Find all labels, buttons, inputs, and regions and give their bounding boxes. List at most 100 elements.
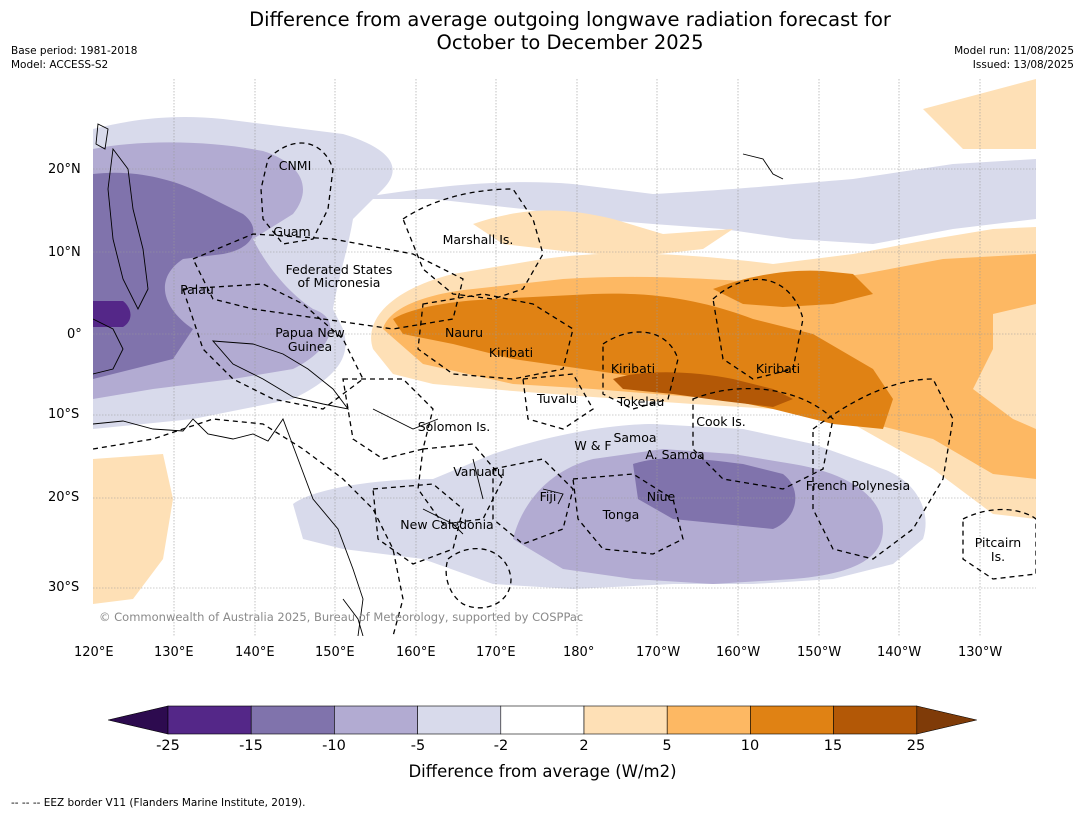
- label-kiribati-1: Kiribati: [489, 345, 533, 360]
- label-cnmi: CNMI: [279, 158, 312, 173]
- label-fsm-2: of Micronesia: [298, 275, 381, 290]
- x-tick-160w: 160°W: [716, 645, 761, 660]
- cb-tick-neg10: -10: [322, 738, 346, 754]
- colorbar-segment: [417, 705, 502, 735]
- x-tick-170w: 170°W: [636, 645, 681, 660]
- eez-french-polynesia: [812, 378, 954, 560]
- anomaly-neg15-west: [93, 172, 254, 379]
- label-tonga: Tonga: [602, 507, 640, 522]
- label-tokelau: Tokelau: [617, 394, 665, 409]
- colorbar-segment: [167, 705, 252, 735]
- anomaly-neg25-west: [93, 301, 131, 327]
- x-tick-180: 180°: [563, 645, 595, 660]
- colorbar-label: Difference from average (W/m2): [408, 762, 677, 781]
- y-tick-20s: 20°S: [48, 490, 80, 505]
- x-tick-130w: 130°W: [958, 645, 1003, 660]
- colorbar-arrow-low: [108, 705, 169, 735]
- coast-borneo: [93, 318, 124, 375]
- eez-borders: [93, 142, 1036, 636]
- y-tick-10n: 10°N: [48, 245, 81, 260]
- label-kiribati-2: Kiribati: [611, 361, 655, 376]
- colorbar-segment: [583, 705, 668, 735]
- copyright: © Commonwealth of Australia 2025, Bureau…: [99, 610, 583, 624]
- cb-tick-25: 25: [906, 738, 926, 754]
- y-tick-0: 0°: [67, 327, 82, 342]
- label-palau: Palau: [180, 282, 214, 297]
- label-wf: W & F: [574, 438, 611, 453]
- x-tick-160e: 160°E: [396, 645, 436, 660]
- eez-png: [182, 283, 364, 410]
- label-vanuatu: Vanuatu: [453, 464, 505, 479]
- eez-norfolk: [445, 548, 512, 609]
- coast-hawaii: [742, 153, 784, 180]
- eez-fiji: [492, 458, 574, 545]
- meta-left: Base period: 1981-2018 Model: ACCESS-S2: [11, 44, 137, 72]
- graticule: [93, 79, 1036, 636]
- coast-australia: [93, 418, 364, 636]
- label-niue: Niue: [647, 489, 676, 504]
- cb-tick-5: 5: [662, 738, 672, 754]
- colorbar-segment: [750, 705, 834, 735]
- footer-note: -- -- -- EEZ border V11 (Flanders Marine…: [11, 797, 306, 809]
- colorbar: [108, 705, 977, 735]
- eez-australia: [93, 418, 404, 636]
- x-tick-150w: 150°W: [797, 645, 842, 660]
- colorbar-arrow-high: [916, 705, 977, 735]
- region-labels: CNMI Guam Marshall Is. Federated States …: [180, 158, 1021, 564]
- anomaly-pos2-sw-australia: [93, 454, 173, 604]
- anomaly-neg5-north: [353, 159, 1036, 244]
- x-tick-130e: 130°E: [154, 645, 194, 660]
- coast-new-zealand-north: [342, 598, 364, 636]
- meta-right: Model run: 11/08/2025 Issued: 13/08/2025: [954, 44, 1074, 72]
- anomaly-neg15-south: [633, 458, 796, 529]
- cb-tick-2: 2: [579, 738, 589, 754]
- y-tick-20n: 20°N: [48, 162, 81, 177]
- cb-tick-15: 15: [823, 738, 843, 754]
- eez-tuvalu: [522, 373, 594, 430]
- y-tick-30s: 30°S: [48, 580, 80, 595]
- label-samoa: Samoa: [613, 430, 656, 445]
- x-tick-170e: 170°E: [476, 645, 516, 660]
- eez-tonga-niue: [572, 473, 684, 555]
- eez-kiribati-line: [712, 278, 804, 380]
- colorbar-segment: [833, 705, 918, 735]
- label-new-caledonia: New Caledonia: [400, 517, 493, 532]
- label-kiribati-3: Kiribati: [756, 361, 800, 376]
- eez-kiribati-phoenix: [602, 331, 679, 410]
- label-png-2: Guinea: [288, 339, 332, 354]
- coastlines: [93, 123, 784, 636]
- title-line-1: Difference from average outgoing longwav…: [249, 8, 891, 31]
- map: CNMI Guam Marshall Is. Federated States …: [93, 79, 1036, 636]
- cb-tick-neg25: -25: [156, 738, 180, 754]
- eez-cook: [692, 388, 834, 490]
- anomaly-pos2-top: [923, 79, 1036, 149]
- eez-cnmi-guam: [260, 142, 334, 245]
- colorbar-segment: [500, 705, 585, 735]
- anomaly-pos2-north: [473, 210, 733, 257]
- label-solomon: Solomon Is.: [418, 419, 491, 434]
- label-guam: Guam: [273, 224, 310, 239]
- issued-date: Issued: 13/08/2025: [972, 59, 1074, 71]
- coast-new-caledonia: [422, 508, 464, 535]
- x-tick-120e: 120°E: [74, 645, 114, 660]
- label-fiji: Fiji: [540, 489, 557, 504]
- coast-solomon: [372, 408, 439, 430]
- cb-tick-10: 10: [740, 738, 760, 754]
- label-marshall: Marshall Is.: [443, 232, 514, 247]
- colorbar-segment: [334, 705, 418, 735]
- colorbar-segment: [666, 705, 751, 735]
- chart-title: Difference from average outgoing longwav…: [0, 8, 1085, 54]
- cb-tick-neg2: -2: [493, 738, 509, 754]
- x-tick-150e: 150°E: [315, 645, 355, 660]
- coast-fiji: [542, 488, 564, 505]
- eez-new-caledonia: [372, 483, 464, 565]
- label-png-1: Papua New: [275, 325, 344, 340]
- label-nauru: Nauru: [445, 325, 483, 340]
- title-line-2: October to December 2025: [436, 31, 704, 54]
- anomaly-pos15-core: [613, 372, 793, 407]
- label-pitcairn-2: Is.: [991, 549, 1005, 564]
- label-asamoa: A. Samoa: [645, 447, 704, 462]
- y-tick-10s: 10°S: [48, 407, 80, 422]
- coast-vanuatu: [472, 458, 484, 500]
- eez-marshall: [402, 188, 544, 300]
